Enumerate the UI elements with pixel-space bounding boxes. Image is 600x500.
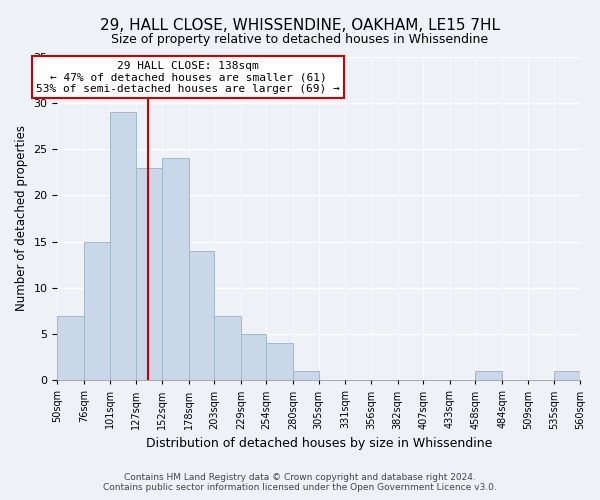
Bar — [110, 112, 136, 380]
Text: 29, HALL CLOSE, WHISSENDINE, OAKHAM, LE15 7HL: 29, HALL CLOSE, WHISSENDINE, OAKHAM, LE1… — [100, 18, 500, 32]
Text: Size of property relative to detached houses in Whissendine: Size of property relative to detached ho… — [112, 32, 488, 46]
Y-axis label: Number of detached properties: Number of detached properties — [15, 126, 28, 312]
Text: 29 HALL CLOSE: 138sqm
← 47% of detached houses are smaller (61)
53% of semi-deta: 29 HALL CLOSE: 138sqm ← 47% of detached … — [36, 60, 340, 94]
Bar — [136, 168, 162, 380]
Bar — [58, 316, 84, 380]
Bar — [241, 334, 266, 380]
Bar — [162, 158, 188, 380]
Bar — [554, 371, 580, 380]
Text: Contains HM Land Registry data © Crown copyright and database right 2024.
Contai: Contains HM Land Registry data © Crown c… — [103, 473, 497, 492]
Bar — [84, 242, 110, 380]
X-axis label: Distribution of detached houses by size in Whissendine: Distribution of detached houses by size … — [146, 437, 492, 450]
Bar — [475, 371, 502, 380]
Bar — [214, 316, 241, 380]
Bar — [293, 371, 319, 380]
Bar — [266, 344, 293, 380]
Bar — [188, 251, 214, 380]
